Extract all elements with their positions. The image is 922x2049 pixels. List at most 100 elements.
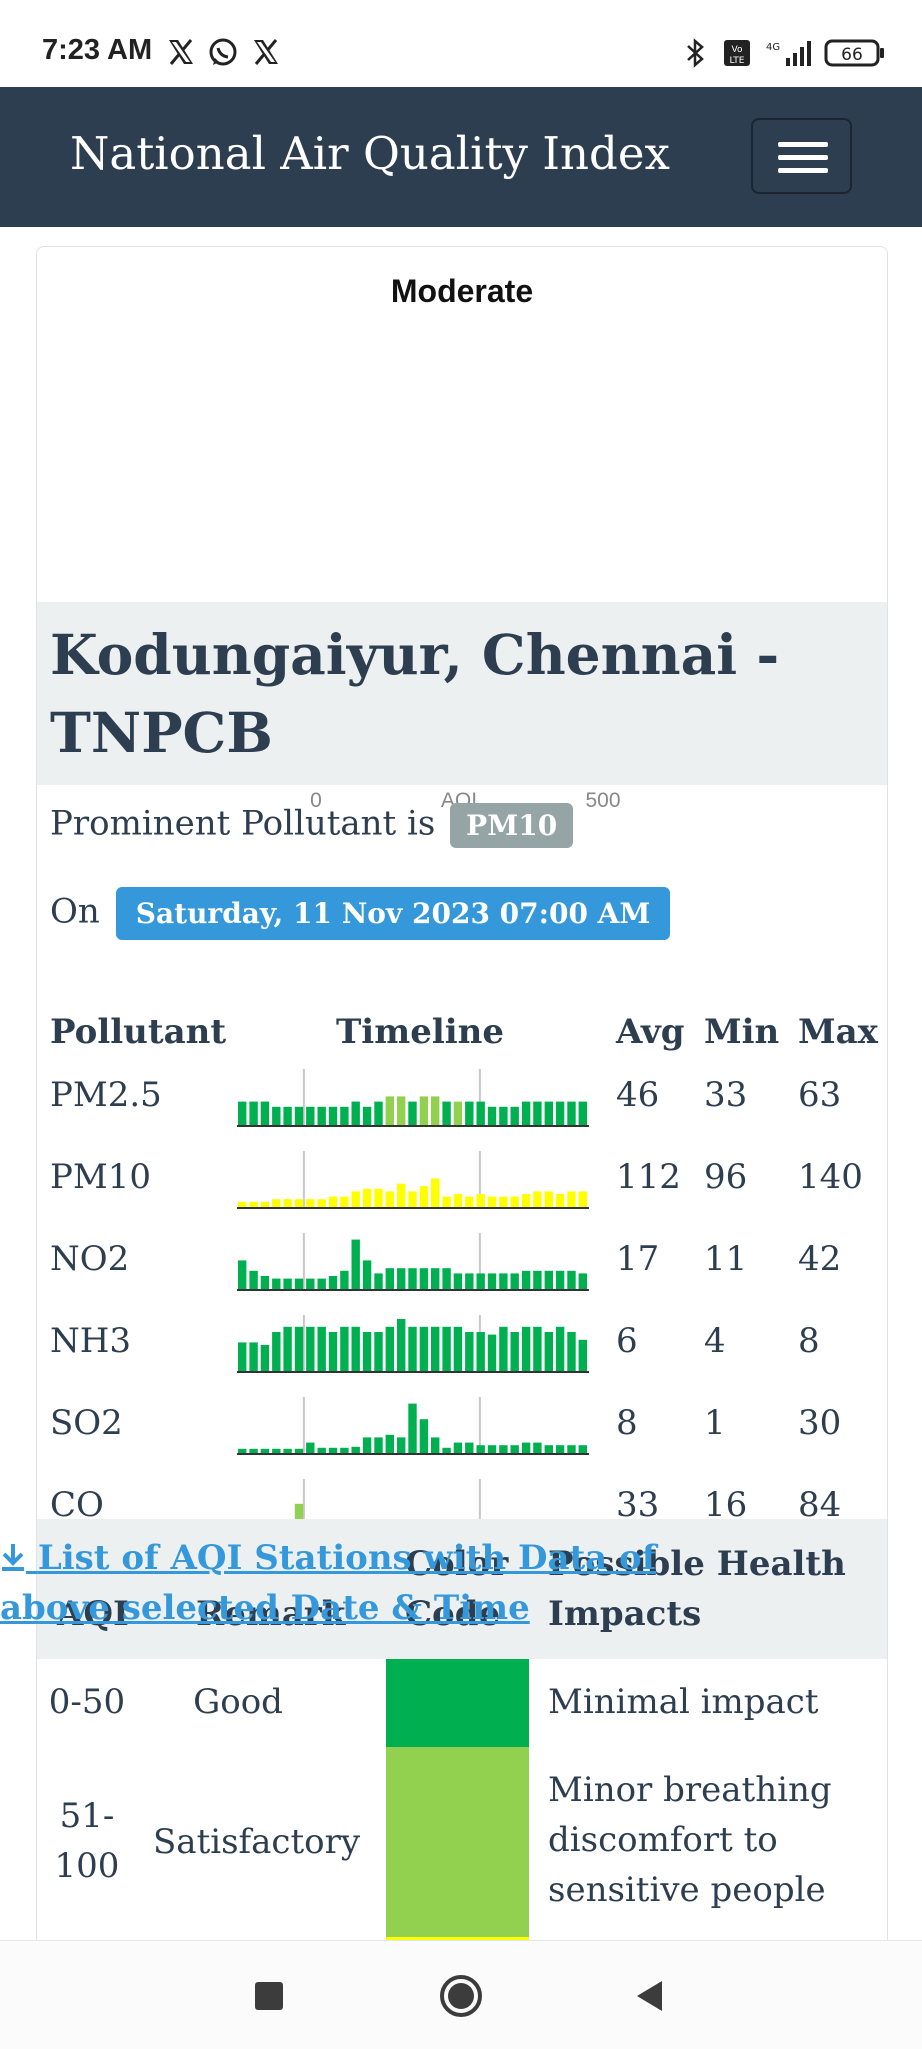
timeline-bar <box>431 1437 440 1453</box>
on-label: On <box>50 891 100 932</box>
timeline-bar <box>521 1442 531 1453</box>
pollutant-row: PM2.5 46 33 63 <box>37 1067 887 1137</box>
timeline-bar <box>465 1273 474 1289</box>
timeline-bar <box>578 1339 587 1371</box>
timeline-bar <box>385 1191 394 1207</box>
timeline-bar <box>283 1448 292 1453</box>
timeline-bar <box>306 1278 315 1289</box>
timeline-bar <box>328 1332 338 1371</box>
timeline-bar <box>465 1196 474 1207</box>
hamburger-menu-button[interactable] <box>751 118 852 194</box>
timeline-bar <box>487 1334 497 1371</box>
timeline-bar <box>374 1273 383 1289</box>
timeline-bar <box>442 1326 451 1371</box>
timeline-bar <box>408 1101 417 1125</box>
timeline-bar <box>431 1268 440 1289</box>
recents-square-icon[interactable] <box>254 1981 284 2015</box>
navbar-brand[interactable]: National Air Quality Index <box>70 127 670 180</box>
x-icon <box>251 38 281 66</box>
timeline-bar <box>442 1268 451 1289</box>
timeline-bar <box>351 1446 360 1453</box>
timeline-bar <box>487 1445 497 1453</box>
system-navigation-bar <box>0 1940 922 2049</box>
timeline-bar <box>487 1106 497 1125</box>
pollutant-timeline <box>237 1315 589 1373</box>
timeline-bar <box>510 1445 519 1453</box>
legend-color-swatch <box>386 1747 529 1937</box>
timeline-bar <box>294 1106 304 1125</box>
status-bar: 7:23 AM Vo LTE 4G 66 <box>0 0 922 87</box>
timeline-bar <box>306 1442 315 1453</box>
timeline-bar <box>374 1188 383 1207</box>
pollutant-avg: 8 <box>616 1403 638 1443</box>
timeline-bar <box>476 1194 485 1207</box>
timeline-bar <box>419 1096 429 1125</box>
timeline-bar <box>283 1106 292 1125</box>
timeline-bar <box>351 1101 360 1125</box>
legend-header-color: Color Code <box>405 1544 509 1634</box>
timeline-bar <box>567 1445 576 1453</box>
pollutant-max: 140 <box>798 1157 863 1197</box>
timeline-bar <box>328 1106 338 1125</box>
back-triangle-icon[interactable] <box>634 1979 664 2017</box>
pollutant-name: SO2 <box>50 1403 123 1443</box>
timeline-bar <box>499 1326 508 1371</box>
timeline-bar <box>272 1332 281 1371</box>
timeline-bar <box>578 1101 587 1125</box>
timeline-bar <box>431 1326 440 1371</box>
download-icon <box>0 1538 38 1578</box>
timeline-bar <box>283 1278 292 1289</box>
timeline-bar <box>408 1268 417 1289</box>
header-min: Min <box>704 1012 780 1052</box>
timeline-bar <box>272 1199 281 1207</box>
timeline-bar <box>419 1326 429 1371</box>
timeline-bar <box>238 1260 247 1289</box>
timeline-bar <box>260 1448 270 1453</box>
timeline-bar <box>499 1273 508 1289</box>
aqi-status: Moderate <box>390 273 534 309</box>
home-circle-icon[interactable] <box>439 1974 483 2022</box>
timeline-bar <box>465 1101 474 1125</box>
pollutant-min: 11 <box>704 1239 748 1279</box>
timeline-bar <box>328 1276 338 1289</box>
legend-color-swatch <box>386 1659 529 1747</box>
timeline-bar <box>249 1201 258 1207</box>
timeline-bar <box>465 1332 474 1371</box>
pollutant-timeline <box>237 1151 589 1209</box>
timeline-bar <box>487 1196 497 1207</box>
timeline-bar <box>453 1326 463 1371</box>
timeline-bar <box>453 1442 463 1453</box>
timeline-bar <box>397 1183 406 1207</box>
pollutant-row: PM10 112 96 140 <box>37 1149 887 1219</box>
legend-impact: Minimal impact <box>548 1682 819 1722</box>
pollutant-max: 30 <box>798 1403 842 1443</box>
timeline-bar <box>544 1270 553 1289</box>
pollutant-timeline <box>237 1233 589 1291</box>
pollutant-row: NH3 6 4 8 <box>37 1313 887 1383</box>
timeline-bar <box>249 1101 258 1125</box>
pollutant-name: PM10 <box>50 1157 151 1197</box>
timeline-bar <box>260 1201 270 1207</box>
timeline-bar <box>544 1445 553 1453</box>
timeline-bar <box>283 1199 292 1207</box>
timeline-bar <box>533 1101 542 1125</box>
legend-remark: Good <box>193 1682 283 1722</box>
timeline-bar <box>385 1096 394 1125</box>
timeline-bar <box>476 1445 485 1453</box>
svg-text:4G: 4G <box>766 42 780 53</box>
timeline-bar <box>294 1278 304 1289</box>
timeline-bar <box>397 1319 406 1371</box>
gauge-max-label: 500 <box>585 789 620 812</box>
timeline-bar <box>533 1326 542 1371</box>
pollutant-avg: 33 <box>616 1485 660 1525</box>
legend-header-impacts: Possible Health Impacts <box>548 1544 846 1634</box>
timeline-bar <box>306 1326 315 1371</box>
timeline-bar <box>510 1196 519 1207</box>
station-list-download-link[interactable]: List of AQI Stations with Data of above … <box>0 1533 760 1633</box>
timeline-bar <box>419 1419 429 1453</box>
header-max: Max <box>798 1012 878 1052</box>
download-link-text[interactable]: List of AQI Stations with Data of above … <box>0 1538 657 1628</box>
timeline-bar <box>260 1101 270 1125</box>
timeline-bar <box>419 1186 429 1207</box>
timeline-bar <box>340 1447 349 1453</box>
